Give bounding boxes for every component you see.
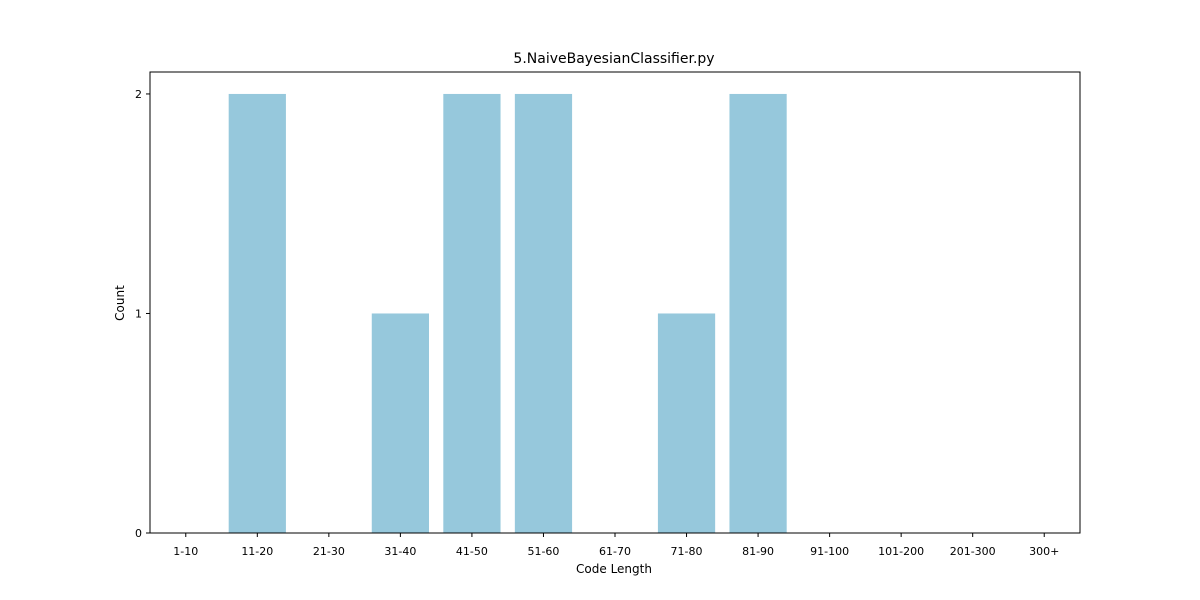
y-tick-label-2: 2 (135, 88, 142, 101)
y-tick-label-1: 1 (135, 307, 142, 320)
bar-41-50 (443, 93, 501, 533)
x-tick-label-101-200: 101-200 (878, 545, 924, 558)
plot-frame (149, 71, 1081, 534)
x-tick-label-21-30: 21-30 (313, 545, 345, 558)
bar-51-60 (514, 93, 573, 533)
x-tick-label-71-80: 71-80 (671, 545, 703, 558)
x-tick-label-91-100: 91-100 (810, 545, 849, 558)
x-tick-label-11-20: 11-20 (241, 545, 273, 558)
x-tick-label-300+: 300+ (1029, 545, 1059, 558)
bar-11-20 (228, 93, 286, 533)
x-tick-label-81-90: 81-90 (742, 545, 774, 558)
y-ticks-layer: 0 1 2 (135, 88, 150, 540)
x-axis-label: Code Length (576, 562, 652, 576)
bar-81-90 (729, 93, 787, 533)
x-ticks-layer: 1-10 11-20 21-30 31-40 41-50 51-60 61-70 71-80 8… (173, 533, 1059, 558)
y-axis-label: Count (113, 285, 127, 321)
x-tick-label-51-60: 51-60 (527, 545, 559, 558)
x-tick-label-31-40: 31-40 (384, 545, 416, 558)
x-tick-label-41-50: 41-50 (456, 545, 488, 558)
chart-title: 5.NaiveBayesianClassifier.py (513, 51, 714, 67)
bars-layer (228, 93, 787, 533)
bar-31-40 (371, 313, 429, 533)
y-tick-label-0: 0 (135, 527, 142, 540)
x-tick-label-1-10: 1-10 (173, 545, 198, 558)
x-tick-label-201-300: 201-300 (950, 545, 996, 558)
bar-71-80 (657, 313, 716, 533)
x-tick-label-61-70: 61-70 (599, 545, 631, 558)
